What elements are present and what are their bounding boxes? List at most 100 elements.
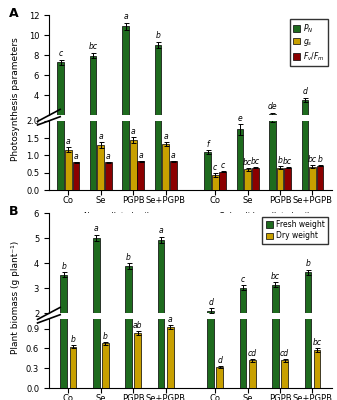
Text: b: b: [126, 253, 131, 262]
Bar: [105, 162, 112, 190]
Bar: [60, 154, 67, 388]
Bar: [269, 114, 276, 135]
Bar: [314, 350, 320, 388]
Text: Galaxolide-polluted soil: Galaxolide-polluted soil: [219, 212, 309, 221]
Bar: [252, 129, 258, 135]
Bar: [212, 175, 219, 190]
Bar: [305, 272, 311, 364]
Text: f: f: [206, 140, 209, 148]
Legend: Fresh weight, Dry weight: Fresh weight, Dry weight: [263, 217, 328, 244]
Bar: [69, 348, 76, 364]
Text: d: d: [208, 298, 213, 307]
Text: c: c: [241, 275, 245, 284]
Bar: [249, 360, 255, 388]
Bar: [102, 346, 109, 364]
Bar: [309, 129, 316, 135]
Bar: [65, 150, 72, 190]
Legend: $P_N$, $g_s$, $F_v/F_m$: $P_N$, $g_s$, $F_v/F_m$: [290, 19, 328, 66]
Text: ab: ab: [133, 321, 143, 330]
Bar: [90, 0, 96, 190]
Bar: [244, 169, 251, 190]
Text: B: B: [9, 205, 19, 218]
Text: a: a: [131, 127, 135, 136]
Text: bc: bc: [251, 157, 260, 166]
Text: bc: bc: [89, 42, 98, 51]
Text: cd: cd: [248, 349, 257, 358]
Text: a: a: [106, 152, 111, 161]
Text: b: b: [70, 335, 75, 344]
Text: a: a: [168, 315, 173, 324]
Bar: [170, 161, 177, 190]
Bar: [284, 129, 291, 135]
Bar: [93, 57, 99, 388]
Text: bc: bc: [312, 338, 321, 348]
Text: b: b: [61, 262, 66, 270]
Bar: [212, 131, 219, 135]
Text: c: c: [213, 163, 217, 172]
Text: a: a: [123, 12, 128, 21]
Text: b: b: [156, 31, 160, 40]
Bar: [122, 26, 129, 135]
Bar: [60, 274, 67, 364]
Text: a: a: [159, 226, 163, 235]
Bar: [237, 118, 243, 135]
Bar: [69, 346, 76, 388]
Bar: [122, 0, 129, 190]
Bar: [93, 238, 99, 364]
Text: b: b: [305, 259, 310, 268]
Bar: [277, 129, 283, 135]
Bar: [216, 367, 223, 388]
Bar: [219, 130, 226, 135]
Bar: [137, 161, 144, 190]
Text: Plant biomass (g plant⁻¹): Plant biomass (g plant⁻¹): [11, 240, 20, 354]
Text: d: d: [217, 356, 222, 365]
Text: A: A: [9, 7, 19, 20]
Text: c: c: [221, 161, 225, 170]
Bar: [155, 45, 161, 135]
Bar: [302, 69, 308, 190]
Bar: [269, 117, 276, 190]
Bar: [162, 122, 169, 135]
Bar: [305, 148, 311, 388]
Text: a: a: [139, 151, 143, 160]
Bar: [137, 127, 144, 135]
Bar: [155, 0, 161, 190]
Bar: [317, 128, 324, 135]
Text: Non-polluted soil: Non-polluted soil: [85, 212, 150, 221]
Bar: [309, 167, 316, 190]
Bar: [167, 327, 174, 388]
Bar: [90, 56, 96, 135]
Bar: [204, 152, 211, 190]
Bar: [97, 145, 104, 190]
Bar: [125, 266, 132, 364]
Bar: [219, 172, 226, 190]
Bar: [57, 62, 64, 135]
Bar: [130, 121, 136, 135]
Bar: [281, 360, 288, 388]
Bar: [130, 140, 136, 190]
Bar: [237, 130, 243, 190]
Bar: [105, 127, 112, 135]
Bar: [72, 162, 79, 190]
Bar: [167, 340, 174, 364]
Bar: [317, 166, 324, 190]
Bar: [277, 168, 283, 190]
Bar: [204, 124, 211, 135]
Text: b: b: [278, 156, 282, 165]
Bar: [102, 343, 109, 388]
Bar: [244, 129, 251, 135]
Text: e: e: [238, 114, 242, 123]
Text: bc: bc: [308, 156, 317, 164]
Text: bc: bc: [283, 157, 292, 166]
Bar: [240, 288, 246, 364]
Bar: [134, 343, 141, 364]
Text: a: a: [163, 132, 168, 140]
Bar: [272, 180, 279, 388]
Text: a: a: [74, 152, 78, 161]
Bar: [272, 285, 279, 364]
Text: a: a: [94, 224, 98, 233]
Bar: [57, 0, 64, 190]
Bar: [158, 240, 164, 364]
Text: a: a: [66, 137, 71, 146]
Bar: [281, 353, 288, 364]
